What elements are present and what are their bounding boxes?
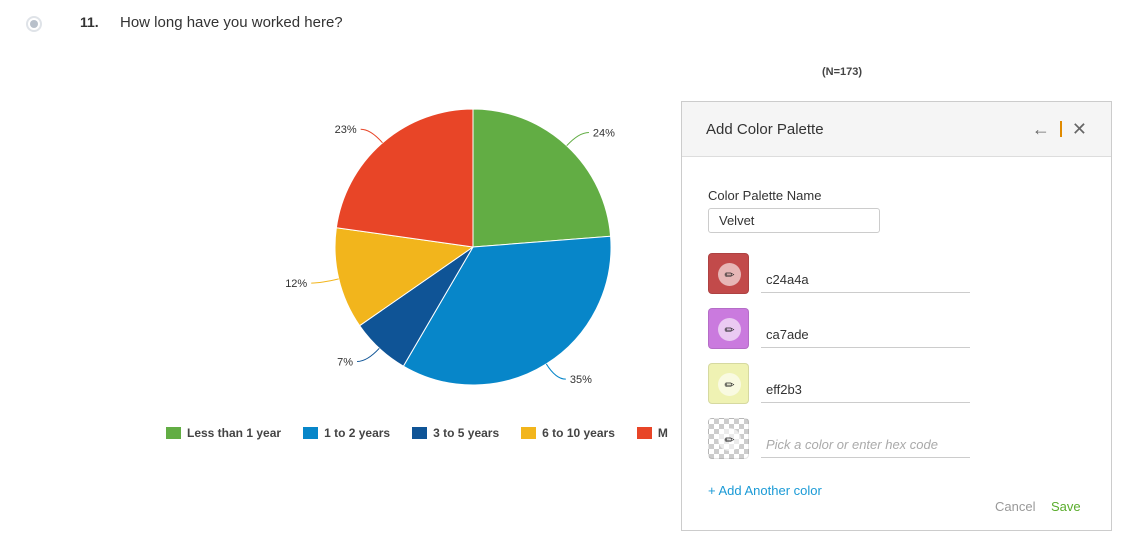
- legend-item[interactable]: Less than 1 year: [166, 426, 281, 440]
- legend-label: 6 to 10 years: [542, 426, 615, 440]
- question-radio[interactable]: [26, 16, 42, 32]
- slice-connector: [357, 347, 380, 363]
- chart-legend: Less than 1 year 1 to 2 years 3 to 5 years…: [166, 426, 668, 440]
- legend-label: M: [657, 426, 668, 440]
- color-row: ✏: [708, 253, 970, 295]
- pencil-icon: ✏: [718, 263, 741, 286]
- legend-swatch: [166, 427, 181, 439]
- pie-chart: 24% 35% 7% 12% 23%: [285, 108, 615, 386]
- color-swatch-button[interactable]: ✏: [708, 363, 749, 404]
- pie-slice[interactable]: [334, 227, 475, 327]
- pencil-icon: ✏: [718, 318, 741, 341]
- slice-label: 12%: [285, 278, 307, 290]
- legend-swatch: [636, 427, 652, 439]
- legend-swatch: [303, 427, 319, 439]
- legend-item[interactable]: 3 to 5 years: [412, 426, 499, 440]
- cancel-button[interactable]: Cancel: [995, 499, 1036, 514]
- color-row: ✏: [708, 363, 970, 405]
- slice-connector: [566, 131, 589, 147]
- back-arrow-icon[interactable]: ←: [1031, 118, 1050, 139]
- pie-slice[interactable]: [472, 108, 612, 248]
- add-another-color-link[interactable]: + Add Another color: [708, 483, 822, 498]
- slice-connector: [311, 278, 339, 284]
- pencil-icon: ✏: [718, 428, 741, 451]
- legend-item[interactable]: 6 to 10 years: [521, 426, 615, 440]
- hex-input[interactable]: [761, 267, 970, 293]
- legend-label: Less than 1 year: [187, 426, 282, 440]
- legend-item[interactable]: 1 to 2 years: [303, 426, 390, 440]
- empty-color-row: ✏: [708, 418, 970, 460]
- palette-name-input[interactable]: [708, 208, 880, 233]
- legend-swatch: [412, 427, 428, 439]
- pie-slice[interactable]: [335, 108, 474, 248]
- palette-name-label: Color Palette Name: [708, 188, 822, 203]
- slice-connector: [360, 128, 383, 144]
- question-text: How long have you worked here?: [120, 14, 343, 31]
- save-button[interactable]: Save: [1051, 499, 1081, 514]
- hex-input[interactable]: [761, 432, 970, 458]
- panel-header: Add Color Palette ← ✕: [682, 102, 1111, 157]
- add-color-palette-panel: Add Color Palette ← ✕ Color Palette Name…: [681, 101, 1112, 531]
- slice-label: 23%: [335, 124, 357, 136]
- hex-input[interactable]: [761, 377, 970, 403]
- color-swatch-button[interactable]: ✏: [708, 418, 749, 459]
- slice-label: 24%: [593, 127, 615, 139]
- legend-label: 1 to 2 years: [324, 426, 391, 440]
- question-number: 11.: [80, 14, 99, 30]
- pencil-icon: ✏: [718, 373, 741, 396]
- color-swatch-button[interactable]: ✏: [708, 308, 749, 349]
- panel-title: Add Color Palette: [706, 120, 824, 138]
- slice-connector: [545, 363, 566, 380]
- color-row: ✏: [708, 308, 970, 350]
- legend-label: 3 to 5 years: [433, 426, 500, 440]
- hex-input[interactable]: [761, 322, 970, 348]
- header-divider: [1059, 121, 1062, 137]
- legend-item[interactable]: M: [636, 426, 668, 440]
- color-swatch-button[interactable]: ✏: [708, 253, 749, 294]
- slice-label: 35%: [570, 374, 592, 386]
- close-icon[interactable]: ✕: [1071, 118, 1087, 139]
- slice-label: 7%: [337, 357, 353, 369]
- sample-size: (N=173): [822, 66, 863, 78]
- legend-swatch: [521, 427, 537, 439]
- pie-slice[interactable]: [402, 235, 612, 386]
